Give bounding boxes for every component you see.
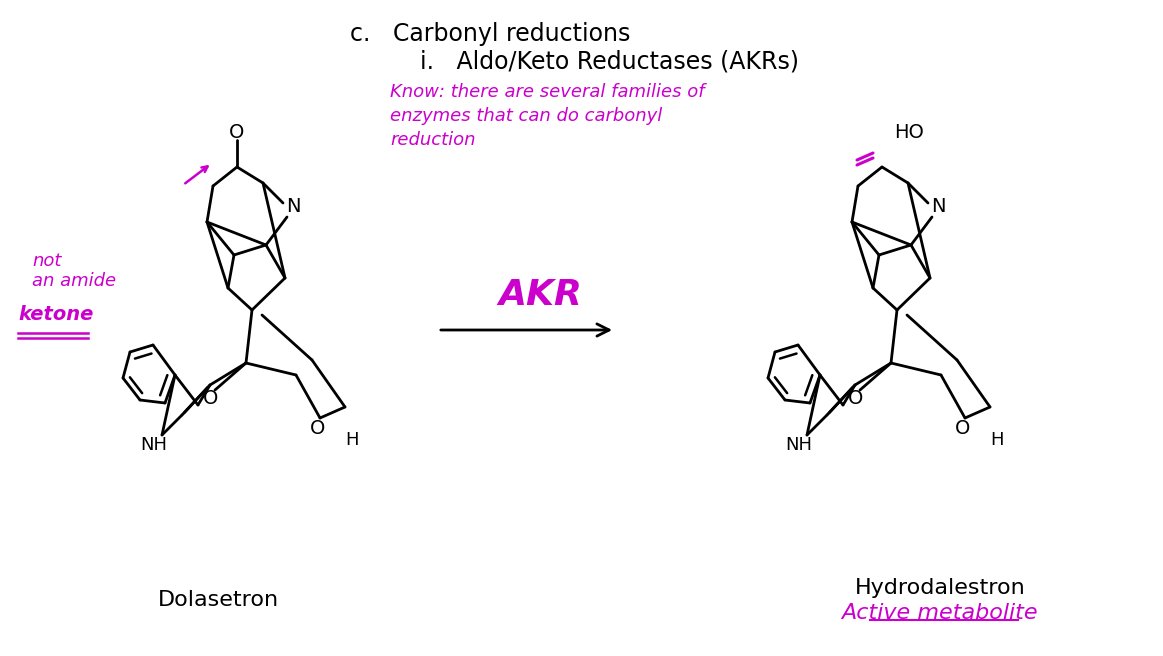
- Text: i.   Aldo/Keto Reductases (AKRs): i. Aldo/Keto Reductases (AKRs): [420, 50, 799, 74]
- Text: Active metabolite: Active metabolite: [842, 603, 1039, 623]
- Text: an amide: an amide: [33, 272, 116, 290]
- Text: Dolasetron: Dolasetron: [157, 590, 279, 610]
- Text: AKR: AKR: [498, 278, 582, 312]
- Text: c.   Carbonyl reductions: c. Carbonyl reductions: [350, 22, 630, 46]
- Text: Hydrodalestron: Hydrodalestron: [855, 578, 1026, 598]
- Text: O: O: [955, 419, 971, 438]
- Text: N: N: [930, 197, 946, 216]
- Text: Know: there are several families of: Know: there are several families of: [390, 83, 705, 101]
- Text: H: H: [990, 431, 1004, 449]
- Text: NH: NH: [141, 436, 167, 454]
- Text: O: O: [848, 388, 864, 407]
- Text: ketone: ketone: [17, 305, 93, 324]
- Text: H: H: [345, 431, 358, 449]
- Text: not: not: [33, 252, 62, 270]
- Text: enzymes that can do carbonyl: enzymes that can do carbonyl: [390, 107, 662, 125]
- Text: NH: NH: [785, 436, 813, 454]
- Text: O: O: [204, 388, 219, 407]
- Text: N: N: [286, 197, 300, 216]
- Text: HO: HO: [894, 123, 923, 142]
- FancyArrowPatch shape: [441, 324, 609, 336]
- Text: reduction: reduction: [390, 131, 476, 149]
- Text: O: O: [311, 419, 326, 438]
- Text: O: O: [229, 123, 244, 142]
